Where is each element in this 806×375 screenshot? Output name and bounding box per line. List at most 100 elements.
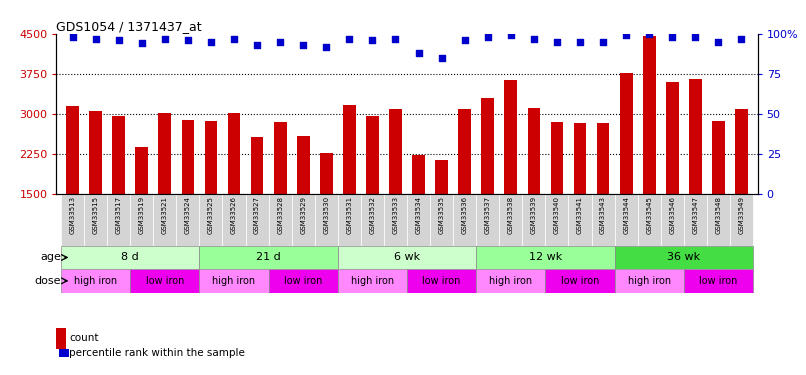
Bar (712, 121, 725, 194)
Bar (222, 194, 246, 246)
Text: GSM33545: GSM33545 (646, 196, 652, 234)
Point (297, 42, 310, 48)
Text: low iron: low iron (422, 276, 461, 286)
Bar (689, 79, 702, 194)
Text: 36 wk: 36 wk (667, 252, 700, 262)
Point (389, 36, 402, 42)
Bar (338, 246, 476, 269)
Point (227, 36, 240, 42)
Point (251, 42, 264, 48)
Point (505, 32, 517, 38)
Text: 12 wk: 12 wk (529, 252, 562, 262)
Text: GSM33529: GSM33529 (300, 196, 306, 234)
Bar (459, 109, 471, 194)
Point (205, 39, 218, 45)
Point (274, 39, 287, 45)
Text: GSM33533: GSM33533 (393, 196, 398, 234)
Point (320, 44, 333, 50)
Point (412, 50, 425, 56)
Text: GSM33528: GSM33528 (277, 196, 283, 234)
Bar (338, 194, 361, 246)
Bar (297, 136, 310, 194)
Text: percentile rank within the sample: percentile rank within the sample (69, 348, 245, 358)
Bar (683, 269, 753, 292)
Text: GDS1054 / 1371437_at: GDS1054 / 1371437_at (56, 20, 202, 33)
Point (181, 37, 194, 43)
Bar (343, 105, 355, 194)
Bar (620, 73, 633, 194)
Bar (735, 109, 748, 194)
Text: GSM33530: GSM33530 (323, 196, 330, 234)
Point (574, 39, 587, 45)
Bar (592, 194, 615, 246)
Bar (199, 269, 268, 292)
Point (459, 37, 472, 43)
Bar (574, 123, 587, 194)
Bar (476, 246, 615, 269)
Bar (407, 194, 430, 246)
Point (135, 40, 148, 46)
Bar (268, 194, 292, 246)
Bar (61, 246, 199, 269)
Bar (292, 194, 315, 246)
Bar (89, 111, 102, 194)
Text: high iron: high iron (213, 276, 256, 286)
Bar (135, 147, 148, 194)
Text: GSM33517: GSM33517 (116, 196, 122, 234)
Bar (412, 155, 425, 194)
Point (712, 39, 725, 45)
Bar (315, 194, 338, 246)
Bar (481, 98, 494, 194)
Bar (615, 194, 638, 246)
Text: GSM33534: GSM33534 (416, 196, 422, 234)
Bar (430, 194, 453, 246)
Bar (615, 246, 753, 269)
Bar (435, 160, 448, 194)
Bar (131, 194, 153, 246)
Text: age: age (40, 252, 61, 262)
Bar (320, 153, 333, 194)
Text: GSM33537: GSM33537 (484, 196, 491, 234)
Bar (181, 120, 194, 194)
Bar (568, 194, 592, 246)
Bar (246, 194, 268, 246)
Text: GSM33532: GSM33532 (369, 196, 376, 234)
Bar (268, 269, 338, 292)
Bar (505, 80, 517, 194)
Text: 6 wk: 6 wk (394, 252, 420, 262)
Bar (384, 194, 407, 246)
Point (435, 55, 448, 61)
Bar (361, 194, 384, 246)
Point (527, 36, 540, 42)
Text: 8 d: 8 d (122, 252, 139, 262)
Point (689, 34, 702, 40)
Text: GSM33527: GSM33527 (254, 196, 260, 234)
Text: GSM33541: GSM33541 (577, 196, 583, 234)
Bar (366, 116, 379, 194)
Point (666, 34, 679, 40)
Bar (227, 112, 240, 194)
Text: GSM33513: GSM33513 (69, 196, 76, 234)
Text: GSM33544: GSM33544 (623, 196, 629, 234)
Text: GSM33549: GSM33549 (738, 196, 745, 234)
Bar (666, 82, 679, 194)
Point (343, 36, 355, 42)
Text: high iron: high iron (628, 276, 671, 286)
Text: low iron: low iron (561, 276, 599, 286)
Text: count: count (69, 333, 99, 343)
Text: 21 d: 21 d (256, 252, 281, 262)
Point (596, 39, 609, 45)
Text: GSM33543: GSM33543 (600, 196, 606, 234)
Bar (476, 194, 499, 246)
Text: GSM33526: GSM33526 (231, 196, 237, 234)
Bar (153, 194, 177, 246)
Text: GSM33540: GSM33540 (554, 196, 560, 234)
Bar (66, 106, 79, 194)
Bar (61, 269, 131, 292)
Text: GSM33546: GSM33546 (669, 196, 675, 234)
Text: GSM33536: GSM33536 (462, 196, 467, 234)
Bar (453, 194, 476, 246)
Bar (407, 269, 476, 292)
Bar (499, 194, 522, 246)
Bar (476, 269, 546, 292)
